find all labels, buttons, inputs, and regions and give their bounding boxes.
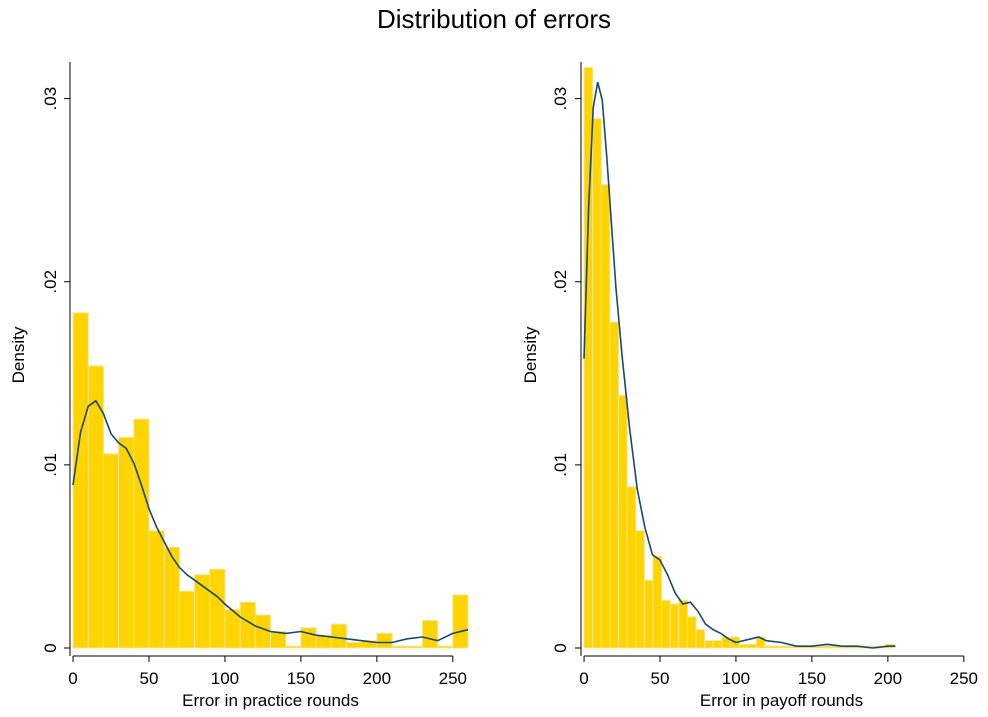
histogram-bar [652,555,663,649]
x-axis-title: Error in payoff rounds [700,691,863,710]
y-tick-label: .02 [41,270,60,294]
histogram-bar [738,643,749,649]
histogram-bar [406,645,423,649]
x-tick-label: 150 [287,669,315,688]
x-tick-label: 200 [363,669,391,688]
histogram-bar [452,594,469,649]
histogram-bar [163,546,180,649]
histogram-bar [669,603,680,649]
chart-panel-2: 0 50 100 150 200 250 .03 .02 .01 0 Error in payoff… [521,62,978,710]
histogram-bar [72,312,89,649]
histogram-bar [345,642,363,649]
x-tick-label: 50 [651,669,670,688]
histogram-bar [133,418,150,649]
y-axis-title: Density [521,326,540,383]
chart-panel-1: 0 50 100 150 200 250 .03 .02 .01 0 Error in practi… [9,62,469,710]
x-tick-label: 250 [950,669,978,688]
histogram-bar [330,623,347,649]
histogram-bar [695,629,706,649]
x-tick-label: 50 [140,669,159,688]
x-tick-label: 0 [579,669,588,688]
y-tick-label: .01 [551,453,570,477]
histogram-bar [712,640,723,649]
histogram-bar [285,645,302,649]
histogram-bar [600,184,611,649]
y-tick-label: .01 [41,453,60,477]
histogram-bar [643,579,654,649]
histogram-bar [609,321,619,649]
histogram-bar [755,636,766,649]
histogram-bar [617,394,628,649]
histogram-bar [781,645,792,649]
histogram-bar [391,645,408,649]
histogram-bar [773,645,783,649]
histogram-bar [816,645,826,649]
histogram-bar [421,620,439,649]
histogram-bar [592,118,602,649]
density-curve [583,81,896,649]
x-axis-title: Error in practice rounds [182,691,359,710]
density-curve [72,399,469,644]
y-axis-title: Density [9,326,28,383]
histogram-bar [118,436,135,649]
histogram-bar [178,590,196,649]
histogram-bar [102,453,120,649]
y-tick-label: .03 [41,87,60,111]
histogram-bar [376,632,393,649]
histogram-bar [764,645,775,649]
histogram-bar [704,640,714,649]
histogram-bar [300,627,317,649]
histogram-bar [824,645,835,649]
figure-title: Distribution of errors [376,4,612,34]
x-tick-label: 200 [874,669,902,688]
x-tick-label: 150 [798,669,826,688]
x-tick-label: 100 [211,669,239,688]
histogram-bar [686,616,697,649]
histogram-bar [661,599,671,649]
histogram-bar [626,486,637,649]
y-tick-label: 0 [41,643,60,652]
y-tick-label: .02 [551,270,570,294]
histogram-bar [437,645,454,649]
x-tick-label: 100 [722,669,750,688]
histogram-bar [270,631,287,649]
x-tick-label: 0 [68,669,77,688]
histogram-bar [635,530,645,649]
y-tick-label: 0 [551,643,570,652]
histogram-bar [209,568,226,649]
y-tick-label: .03 [551,87,570,111]
x-tick-label: 250 [439,669,467,688]
histogram-bar [747,643,757,649]
histogram-bar [678,599,688,649]
histogram-bar [148,530,165,649]
